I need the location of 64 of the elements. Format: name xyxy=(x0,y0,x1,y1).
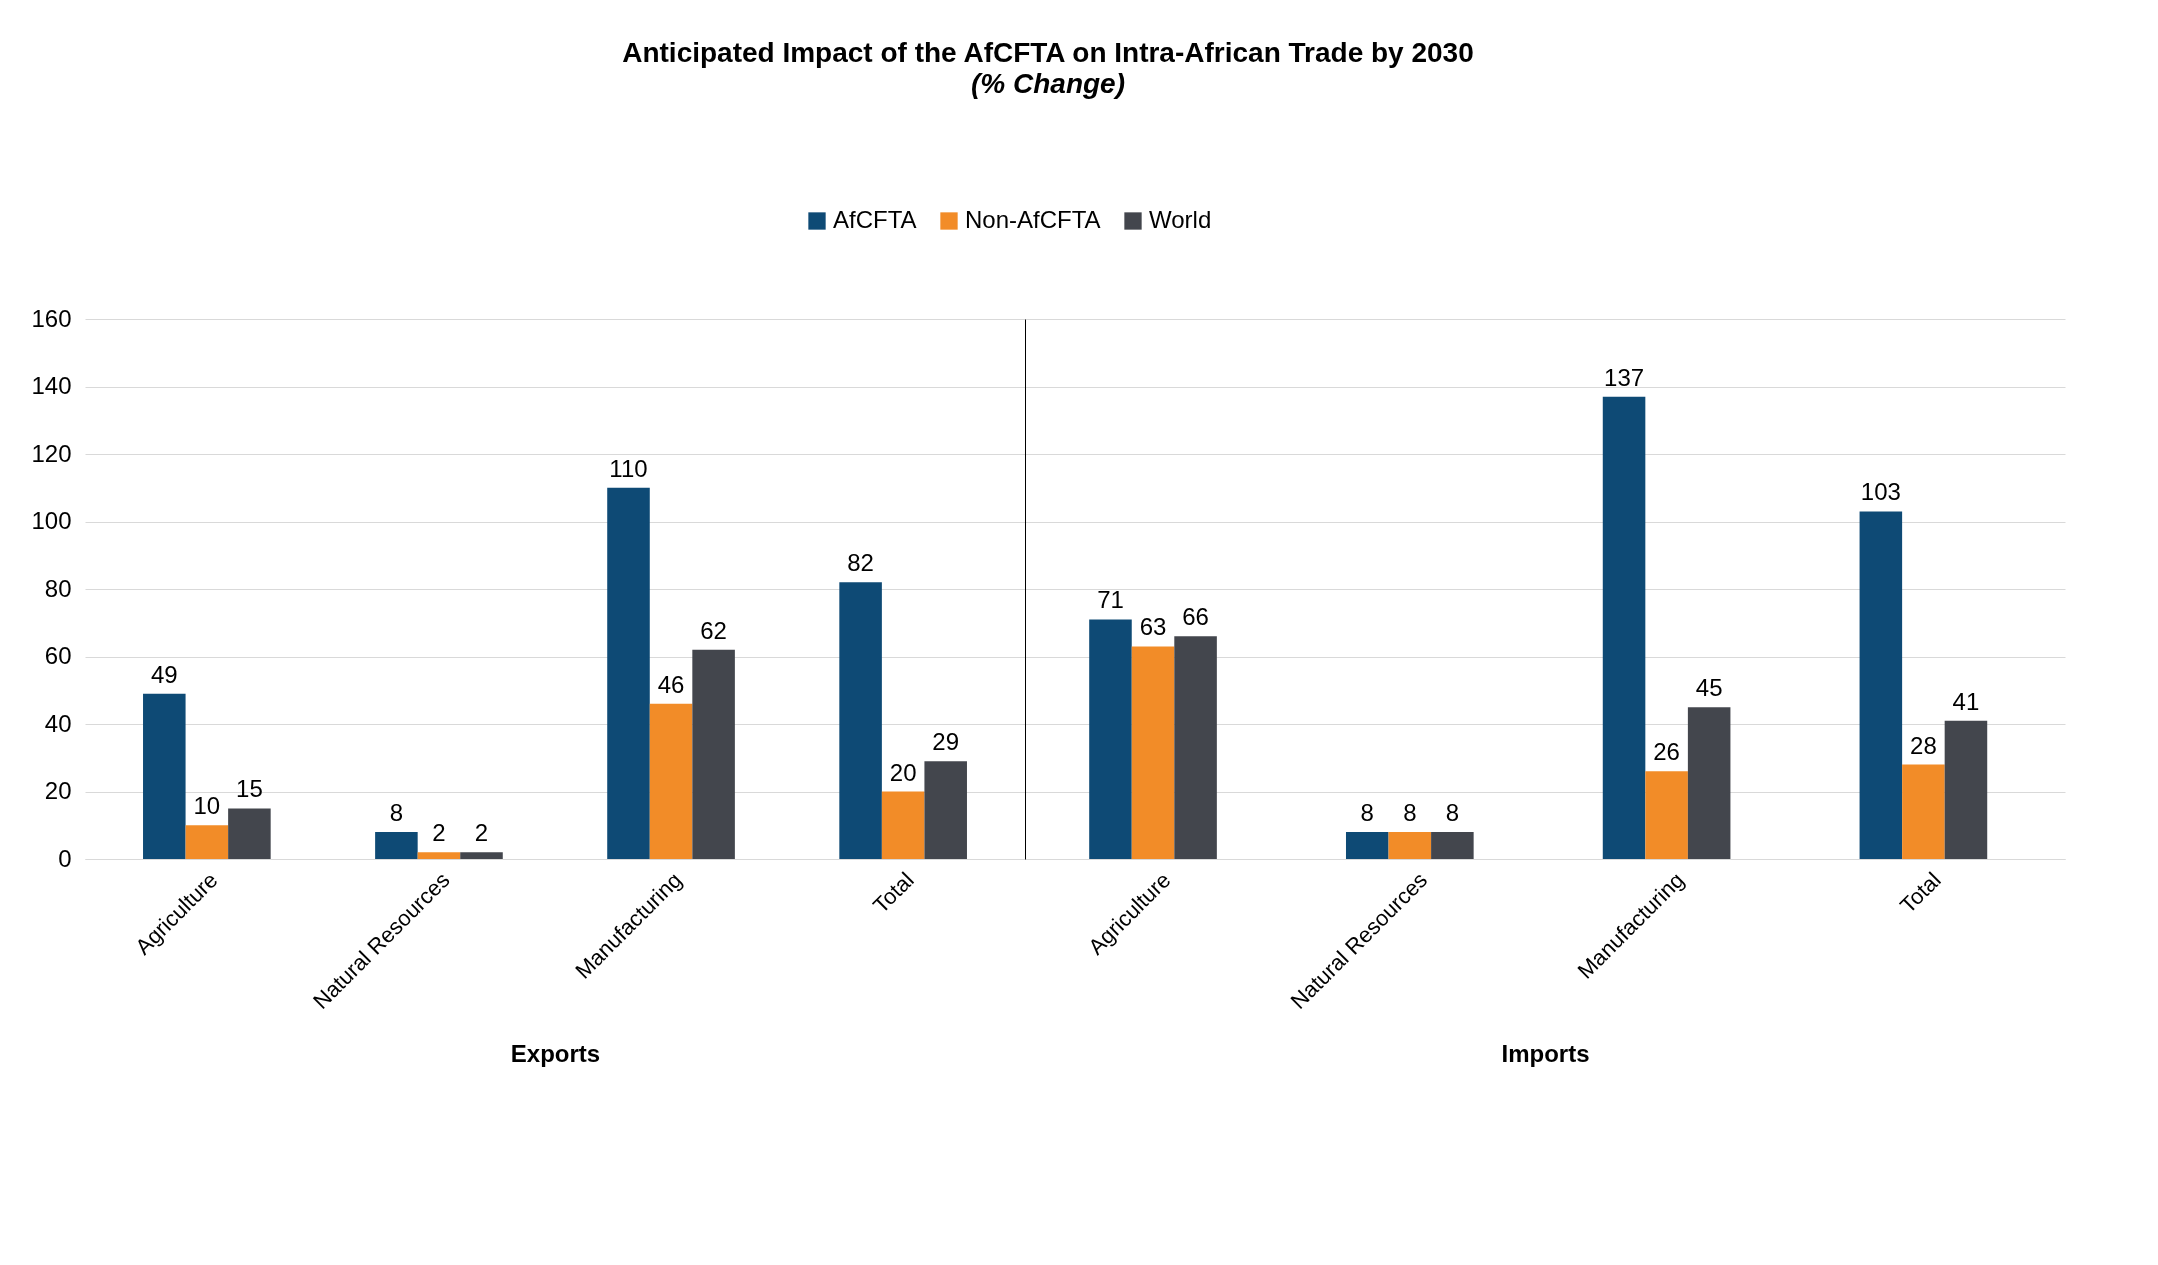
bar xyxy=(143,693,186,859)
data-label: 2 xyxy=(432,819,446,847)
data-label: 103 xyxy=(1860,478,1901,506)
chart-title: Anticipated Impact of the AfCFTA on Intra-African Trade by 2030 xyxy=(622,37,1474,68)
data-label: 110 xyxy=(609,454,648,482)
y-tick-label: 80 xyxy=(44,574,72,602)
y-tick-label: 100 xyxy=(31,507,72,534)
data-label: 26 xyxy=(1653,738,1680,766)
bar xyxy=(924,761,967,859)
x-axis-title: Exports xyxy=(510,1040,601,1068)
bar xyxy=(1131,646,1175,859)
bar xyxy=(228,808,271,859)
bar xyxy=(1687,707,1731,859)
y-tick-label: 0 xyxy=(58,844,72,872)
data-label: 10 xyxy=(193,792,221,820)
data-label: 8 xyxy=(1403,799,1417,826)
y-tick-label: 60 xyxy=(44,642,72,669)
bar xyxy=(1645,771,1688,859)
bar xyxy=(417,852,461,859)
data-label: 41 xyxy=(1952,687,1980,715)
bar xyxy=(881,791,925,859)
bar xyxy=(460,852,503,859)
y-tick-label: 20 xyxy=(44,777,72,804)
data-label: 137 xyxy=(1604,363,1645,391)
bar xyxy=(375,832,418,859)
bar xyxy=(607,487,650,859)
data-label: 8 xyxy=(1360,799,1374,826)
bar xyxy=(1431,832,1474,859)
legend-label: AfCFTA xyxy=(833,206,917,233)
x-axis-title: Imports xyxy=(1501,1040,1590,1068)
chart-subtitle: (% Change) xyxy=(970,68,1125,99)
data-label: 66 xyxy=(1182,603,1209,631)
bar xyxy=(1174,636,1217,859)
data-label: 29 xyxy=(932,728,960,756)
bar xyxy=(692,649,735,859)
legend-label: Non-AfCFTA xyxy=(965,206,1101,233)
bar xyxy=(649,703,693,859)
data-label: 8 xyxy=(389,799,404,826)
y-tick-label: 120 xyxy=(31,439,72,467)
data-label: 63 xyxy=(1139,613,1167,641)
data-label: 46 xyxy=(657,670,685,698)
data-label: 62 xyxy=(700,616,727,644)
bar xyxy=(839,582,882,859)
bar xyxy=(1944,720,1988,859)
y-tick-label: 40 xyxy=(44,709,72,737)
bar xyxy=(185,825,229,859)
data-label: 20 xyxy=(889,758,917,786)
bar xyxy=(1089,619,1132,859)
data-label: 71 xyxy=(1097,586,1124,614)
bar xyxy=(1388,832,1432,859)
bar xyxy=(1902,764,1945,859)
data-label: 49 xyxy=(150,660,178,688)
y-tick-label: 160 xyxy=(31,304,72,332)
data-label: 45 xyxy=(1695,674,1723,702)
y-tick-label: 140 xyxy=(31,372,72,399)
bar xyxy=(1345,832,1389,859)
data-label: 2 xyxy=(474,819,489,847)
data-label: 82 xyxy=(847,549,874,577)
data-label: 15 xyxy=(236,775,263,803)
legend-label: World xyxy=(1149,206,1212,233)
bar xyxy=(1859,511,1903,859)
data-label: 28 xyxy=(1910,731,1937,759)
bar xyxy=(1602,396,1646,859)
data-label: 8 xyxy=(1445,799,1460,826)
